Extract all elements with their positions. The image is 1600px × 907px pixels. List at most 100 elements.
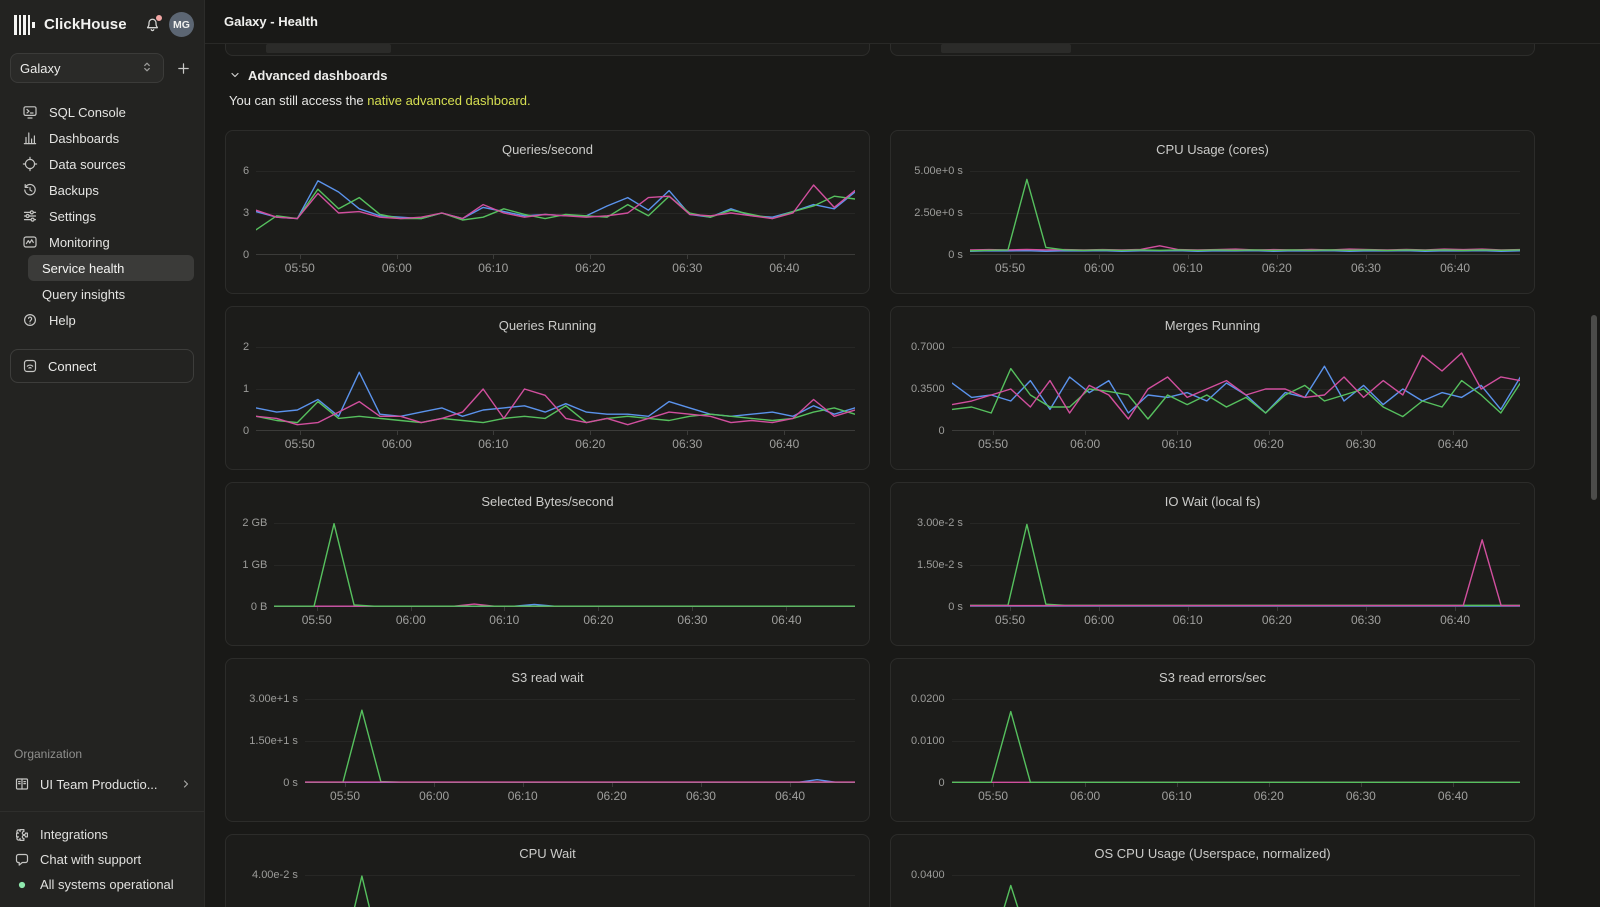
clipped-control[interactable] xyxy=(941,44,1071,53)
x-tick-mark xyxy=(1010,607,1012,611)
help-icon xyxy=(22,312,38,328)
workspace-selector[interactable]: Galaxy xyxy=(10,53,164,83)
x-tick-label: 05:50 xyxy=(978,789,1009,803)
sidebar-item-data-sources[interactable]: Data sources xyxy=(10,151,194,177)
series-blue xyxy=(952,366,1520,413)
sidebar-item-label: Dashboards xyxy=(49,130,120,146)
plot-area[interactable] xyxy=(951,699,1520,787)
series-green xyxy=(305,710,855,782)
x-tick-label: 06:10 xyxy=(1161,437,1192,451)
x-axis-labels: 05:50 06:00 06:10 06:20 06:30 06:40 xyxy=(305,789,855,807)
x-tick-mark xyxy=(1085,783,1087,787)
y-axis-labels: 4.00e-2 s xyxy=(236,869,305,907)
notifications-button[interactable] xyxy=(142,13,163,35)
x-tick-mark xyxy=(1455,255,1457,259)
plot-area[interactable] xyxy=(951,347,1520,435)
plot-area[interactable] xyxy=(969,523,1520,611)
x-tick-label: 06:20 xyxy=(575,261,606,275)
plot-area[interactable] xyxy=(256,347,855,435)
x-tick-label: 06:20 xyxy=(583,613,614,627)
chart-title: Selected Bytes/second xyxy=(481,494,614,509)
gridline xyxy=(951,347,1520,348)
y-tick-label: 2 xyxy=(242,341,250,353)
y-tick-label: 6 xyxy=(242,165,250,177)
connect-button[interactable]: Connect xyxy=(10,349,194,383)
note-text: You can still access the xyxy=(229,93,368,108)
clipped-control[interactable] xyxy=(266,44,391,53)
plot-area[interactable] xyxy=(256,171,855,259)
gridline xyxy=(969,171,1520,172)
sidebar-item-label: SQL Console xyxy=(49,104,126,120)
connect-icon xyxy=(22,358,38,374)
y-tick-label: 2 GB xyxy=(242,517,268,529)
x-tick-mark xyxy=(1276,607,1278,611)
sidebar-item-help[interactable]: Help xyxy=(10,307,194,333)
x-tick-label: 05:50 xyxy=(995,613,1026,627)
scrollbar-thumb[interactable] xyxy=(1591,315,1597,500)
x-axis-labels: 05:50 06:00 06:10 06:20 06:30 06:40 xyxy=(952,437,1520,455)
sidebar: ClickHouse MG Galaxy xyxy=(0,0,205,907)
status-dot-icon xyxy=(14,877,30,893)
sidebar-footer-all-systems-operational[interactable]: All systems operational xyxy=(10,872,194,897)
native-dashboard-link[interactable]: native advanced dashboard. xyxy=(367,93,531,108)
x-tick-label: 06:10 xyxy=(1161,789,1192,803)
plot-area[interactable] xyxy=(274,523,855,611)
chart-body: 0 s 1.50e+1 s 3.00e+1 s 05:50 06:00 06:10 06:2… xyxy=(226,693,869,807)
x-tick-mark xyxy=(598,607,600,611)
x-tick-label: 06:00 xyxy=(1070,789,1101,803)
x-tick-mark xyxy=(299,431,301,435)
sidebar-item-dashboards[interactable]: Dashboards xyxy=(10,125,194,151)
gridline xyxy=(951,741,1520,742)
series-green xyxy=(970,524,1520,605)
x-tick-label: 06:40 xyxy=(1437,437,1468,451)
y-axis-labels: 0 3 6 xyxy=(236,165,256,261)
avatar[interactable]: MG xyxy=(169,12,194,37)
advanced-dashboards-toggle[interactable]: Advanced dashboards xyxy=(225,65,1600,85)
sidebar-item-monitoring[interactable]: Monitoring xyxy=(10,229,194,255)
plot-area[interactable] xyxy=(969,171,1520,259)
y-tick-label: 0 xyxy=(938,425,945,437)
x-tick-label: 06:40 xyxy=(769,437,800,451)
y-tick-label: 0 B xyxy=(250,601,268,613)
sidebar-item-service-health[interactable]: Service health xyxy=(28,255,194,281)
x-tick-mark xyxy=(1452,431,1454,435)
x-axis-labels: 05:50 06:00 06:10 06:20 06:30 06:40 xyxy=(256,437,855,455)
x-tick-label: 06:00 xyxy=(1084,261,1115,275)
organization-section-label: Organization xyxy=(14,747,83,761)
chart-card-cpu-wait: CPU Wait 4.00e-2 s 05:5006:0006:1006:2006:… xyxy=(225,834,870,907)
integrations-icon xyxy=(14,827,30,843)
sidebar-footer-chat-with-support[interactable]: Chat with support xyxy=(10,847,194,872)
x-tick-mark xyxy=(611,783,613,787)
plot-area[interactable] xyxy=(951,875,1520,907)
plot-area[interactable] xyxy=(304,875,855,907)
x-axis-labels: 05:50 06:00 06:10 06:20 06:30 06:40 xyxy=(970,261,1520,279)
add-service-button[interactable] xyxy=(172,57,194,79)
chart-card-s3-read-wait: S3 read wait 0 s 1.50e+1 s 3.00e+1 s 05:50 06… xyxy=(225,658,870,822)
sidebar-item-backups[interactable]: Backups xyxy=(10,177,194,203)
chart-body: 0 s 1.50e-2 s 3.00e-2 s 05:50 06:00 06:10 06:2… xyxy=(891,517,1534,631)
x-axis-line xyxy=(969,254,1520,255)
sidebar-footer-integrations[interactable]: Integrations xyxy=(10,822,194,847)
x-tick-mark xyxy=(1187,255,1189,259)
x-tick-mark xyxy=(692,607,694,611)
plot-area[interactable] xyxy=(304,699,855,787)
gridline xyxy=(304,741,855,742)
y-tick-label: 0 xyxy=(242,425,250,437)
chart-body: 0 0.0100 0.0200 05:50 06:00 06:10 06:20 06:30 06… xyxy=(891,693,1534,807)
x-tick-mark xyxy=(396,255,398,259)
x-axis-labels: 05:50 06:00 06:10 06:20 06:30 06:40 xyxy=(256,261,855,279)
organization-selector[interactable]: UI Team Productio... xyxy=(10,772,194,796)
sidebar-item-label: Service health xyxy=(42,260,125,276)
x-tick-label: 06:10 xyxy=(489,613,520,627)
sidebar-item-settings[interactable]: Settings xyxy=(10,203,194,229)
series-magenta xyxy=(256,185,855,219)
sidebar-item-sql-console[interactable]: SQL Console xyxy=(10,99,194,125)
x-tick-label: 06:30 xyxy=(1350,613,1381,627)
sidebar-item-label: Monitoring xyxy=(49,234,110,250)
footer-item-label: All systems operational xyxy=(40,877,174,892)
sidebar-item-query-insights[interactable]: Query insights xyxy=(28,281,194,307)
series-green xyxy=(305,876,855,907)
